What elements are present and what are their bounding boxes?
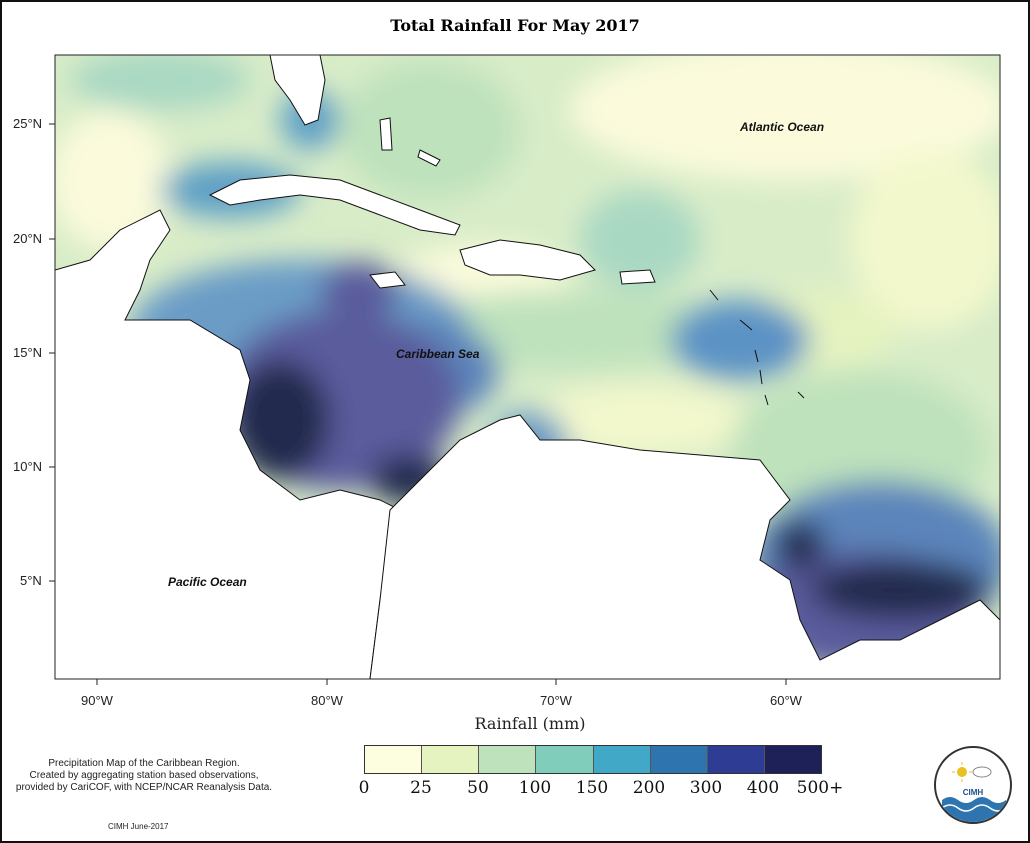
y-tick-25n: 25°N <box>13 116 43 131</box>
legend-label: 50 <box>467 778 489 798</box>
rainfall-field <box>55 55 1000 679</box>
x-tick-70w: 70°W <box>540 693 572 708</box>
pacific-ocean-label: Pacific Ocean <box>168 575 247 589</box>
x-axis-label: Rainfall (mm) <box>474 714 586 733</box>
legend-label: 150 <box>575 778 609 798</box>
legend-swatch <box>764 746 821 773</box>
legend-swatch <box>536 746 594 773</box>
legend-label: 100 <box>518 778 552 798</box>
x-tick-80w: 80°W <box>311 693 343 708</box>
y-tick-5n: 5°N <box>20 573 42 588</box>
legend-label: 200 <box>632 778 666 798</box>
legend-swatch <box>422 746 480 773</box>
x-tick-90w: 90°W <box>81 693 113 708</box>
map-border <box>54 54 1001 680</box>
legend-label: 0 <box>358 778 370 798</box>
legend-swatch <box>707 746 765 773</box>
credit-text: CIMH June-2017 <box>108 822 169 831</box>
cimh-logo-text: CIMH <box>962 788 984 797</box>
landmass-outlines <box>55 55 1000 679</box>
lesser-antilles <box>709 289 805 406</box>
legend-swatch <box>365 746 423 773</box>
legend-label: 400 <box>746 778 780 798</box>
note-line-3: provided by CariCOF, with NCEP/NCAR Rean… <box>15 782 273 793</box>
legend-label: 25 <box>410 778 432 798</box>
caribbean-sea-label: Caribbean Sea <box>396 347 480 361</box>
note-line-2: Created by aggregating station based obs… <box>29 770 259 781</box>
map-title: Total Rainfall For May 2017 <box>390 16 640 35</box>
axis-ticks <box>49 123 787 685</box>
legend-label: 300 <box>689 778 723 798</box>
y-tick-20n: 20°N <box>13 231 43 246</box>
legend-labels: 0 25 50 100 150 200 300 400 500+ <box>340 778 860 800</box>
legend-swatch <box>593 746 651 773</box>
note-line-1: Precipitation Map of the Caribbean Regio… <box>48 758 240 769</box>
legend-swatch <box>650 746 708 773</box>
rainfall-legend <box>364 745 822 774</box>
cimh-logo-icon <box>941 762 1007 822</box>
legend-swatch <box>479 746 537 773</box>
description-note: Precipitation Map of the Caribbean Regio… <box>4 758 284 794</box>
x-tick-60w: 60°W <box>770 693 802 708</box>
y-tick-10n: 10°N <box>13 459 43 474</box>
legend-label: 500+ <box>796 778 844 798</box>
atlantic-ocean-label: Atlantic Ocean <box>740 120 825 134</box>
cimh-logo: CIMH <box>934 746 1012 824</box>
y-tick-15n: 15°N <box>13 345 43 360</box>
